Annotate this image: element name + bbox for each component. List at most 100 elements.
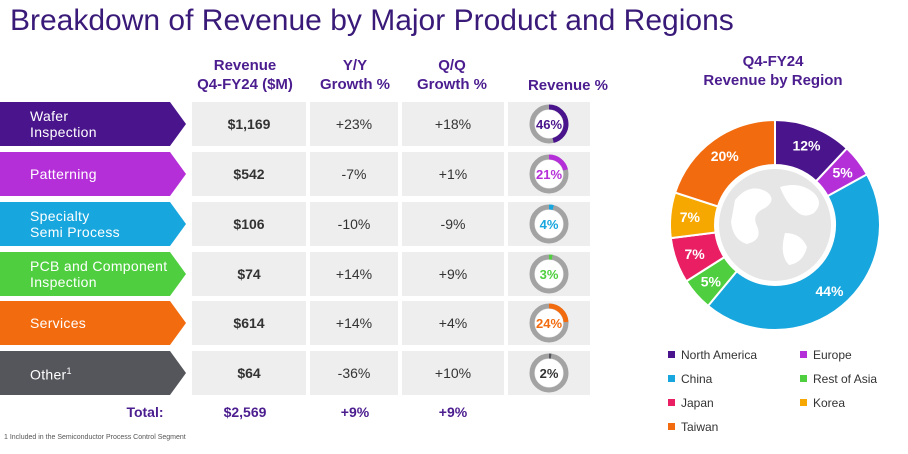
pie-slice-label: 7% (680, 209, 701, 225)
donut-label: 24% (536, 316, 562, 331)
table-row: Other1 $64 -36% +10% 2% (0, 351, 590, 395)
footnote-marker: 1 (66, 366, 72, 377)
total-revenue: $2,569 (223, 404, 267, 420)
legend-label: Korea (813, 396, 846, 410)
table-row: Specialty Semi Process $106 -10% -9% 4% (0, 202, 590, 246)
legend-label: North America (681, 348, 758, 362)
total-label: Total: (126, 404, 164, 420)
globe-icon (719, 169, 831, 281)
donut-arc (529, 254, 569, 294)
table-row: PCB and Component Inspection $74 +14% +9% 3% (0, 252, 590, 296)
donut-label: 2% (540, 366, 559, 381)
legend-label: Taiwan (681, 420, 719, 434)
product-label-arrow (0, 202, 186, 246)
footnote: 1 Included in the Semiconductor Process … (4, 434, 186, 441)
total-qq: +9% (438, 404, 468, 420)
donut-arc (529, 204, 569, 244)
yy-growth-cell: -10% (310, 202, 398, 246)
header-yy-line2: Growth % (320, 76, 390, 93)
product-label-line: Wafer (30, 108, 69, 124)
header-yy: Y/Y Growth % (310, 56, 400, 94)
product-label-arrow (0, 102, 186, 146)
pie-slice (706, 173, 881, 330)
legend-swatch (668, 423, 675, 431)
legend-swatch (800, 351, 807, 359)
revenue-pct-donut: 3% (529, 254, 569, 294)
legend-swatch (668, 351, 675, 359)
product-label: Other1 (0, 351, 186, 395)
legend-swatch (800, 375, 807, 383)
yy-growth-cell: +14% (310, 301, 398, 345)
legend-label: Europe (813, 348, 852, 362)
legend-swatch (668, 399, 675, 407)
donut-arc (529, 104, 569, 144)
donut-label: 46% (536, 117, 562, 132)
revenue-pct-cell: 2% (508, 351, 590, 395)
revenue-cell: $542 (192, 152, 306, 196)
product-label-line: Patterning (30, 166, 97, 182)
yy-growth-cell: +14% (310, 252, 398, 296)
revenue-cell: $614 (192, 301, 306, 345)
table-row: Patterning $542 -7% +1% 21% (0, 152, 590, 196)
product-label-arrow (0, 301, 186, 345)
revenue-pct-donut: 21% (529, 154, 569, 194)
legend-item: North America (668, 348, 757, 362)
product-label: Wafer Inspection (0, 102, 186, 146)
qq-growth-cell: +10% (402, 351, 504, 395)
region-chart-title-line2: Revenue by Region (703, 72, 843, 89)
header-qq-line2: Growth % (417, 76, 487, 93)
region-donut-chart: 12% 5% 44% 5% 7% 7% 20% (669, 120, 881, 330)
legend-swatch (668, 375, 675, 383)
donut-label: 21% (536, 167, 562, 182)
pie-slice-label: 20% (711, 148, 740, 164)
pie-slice-label: 5% (701, 274, 722, 290)
product-label: Services (0, 301, 186, 345)
product-label-line: Services (30, 315, 87, 331)
revenue-cell: $64 (192, 351, 306, 395)
header-qq: Q/Q Growth % (402, 56, 502, 94)
product-label: Specialty Semi Process (0, 202, 186, 246)
region-chart-title-line1: Q4-FY24 (742, 53, 804, 70)
legend-item: Rest of Asia (800, 372, 877, 386)
revenue-cell: $1,169 (192, 102, 306, 146)
table-row: Services $614 +14% +4% 24% (0, 301, 590, 345)
qq-growth-cell: -9% (402, 202, 504, 246)
product-label-arrow (0, 351, 186, 395)
qq-growth-cell: +4% (402, 301, 504, 345)
header-revenue-line1: Revenue (213, 57, 277, 74)
revenue-pct-donut: 46% (529, 104, 569, 144)
product-label-line: PCB and Component (30, 258, 168, 274)
table-row: Wafer Inspection $1,169 +23% +18% 46% (0, 102, 590, 146)
product-label-arrow (0, 152, 186, 196)
revenue-pct-donut: 24% (529, 303, 569, 343)
total-yy: +9% (340, 404, 370, 420)
legend-swatch (800, 399, 807, 407)
yy-growth-cell: -36% (310, 351, 398, 395)
yy-growth-cell: -7% (310, 152, 398, 196)
donut-arc (529, 154, 569, 194)
pie-slice-label: 44% (815, 283, 844, 299)
product-label-line: Other1 (30, 366, 72, 383)
region-chart-title: Q4-FY24 Revenue by Region (660, 52, 886, 90)
revenue-cell: $74 (192, 252, 306, 296)
revenue-pct-cell: 21% (508, 152, 590, 196)
donut-label: 4% (540, 217, 559, 232)
revenue-pct-cell: 24% (508, 301, 590, 345)
legend-label: Japan (681, 396, 714, 410)
header-revenue-line2: Q4-FY24 ($M) (197, 76, 293, 93)
header-revenue: Revenue Q4-FY24 ($M) (184, 56, 306, 94)
legend-item: Japan (668, 396, 714, 410)
product-label-arrow (0, 252, 186, 296)
legend-item: China (668, 372, 712, 386)
revenue-cell: $106 (192, 202, 306, 246)
legend-label: Rest of Asia (813, 372, 878, 386)
header-pct: Revenue % (527, 77, 609, 94)
qq-growth-cell: +18% (402, 102, 504, 146)
product-label-line: Inspection (30, 124, 97, 140)
product-label-line: Specialty (30, 208, 90, 224)
donut-arc (529, 353, 569, 393)
qq-growth-cell: +1% (402, 152, 504, 196)
revenue-pct-cell: 46% (508, 102, 590, 146)
legend-item: Europe (800, 348, 852, 362)
legend-label: China (681, 372, 713, 386)
